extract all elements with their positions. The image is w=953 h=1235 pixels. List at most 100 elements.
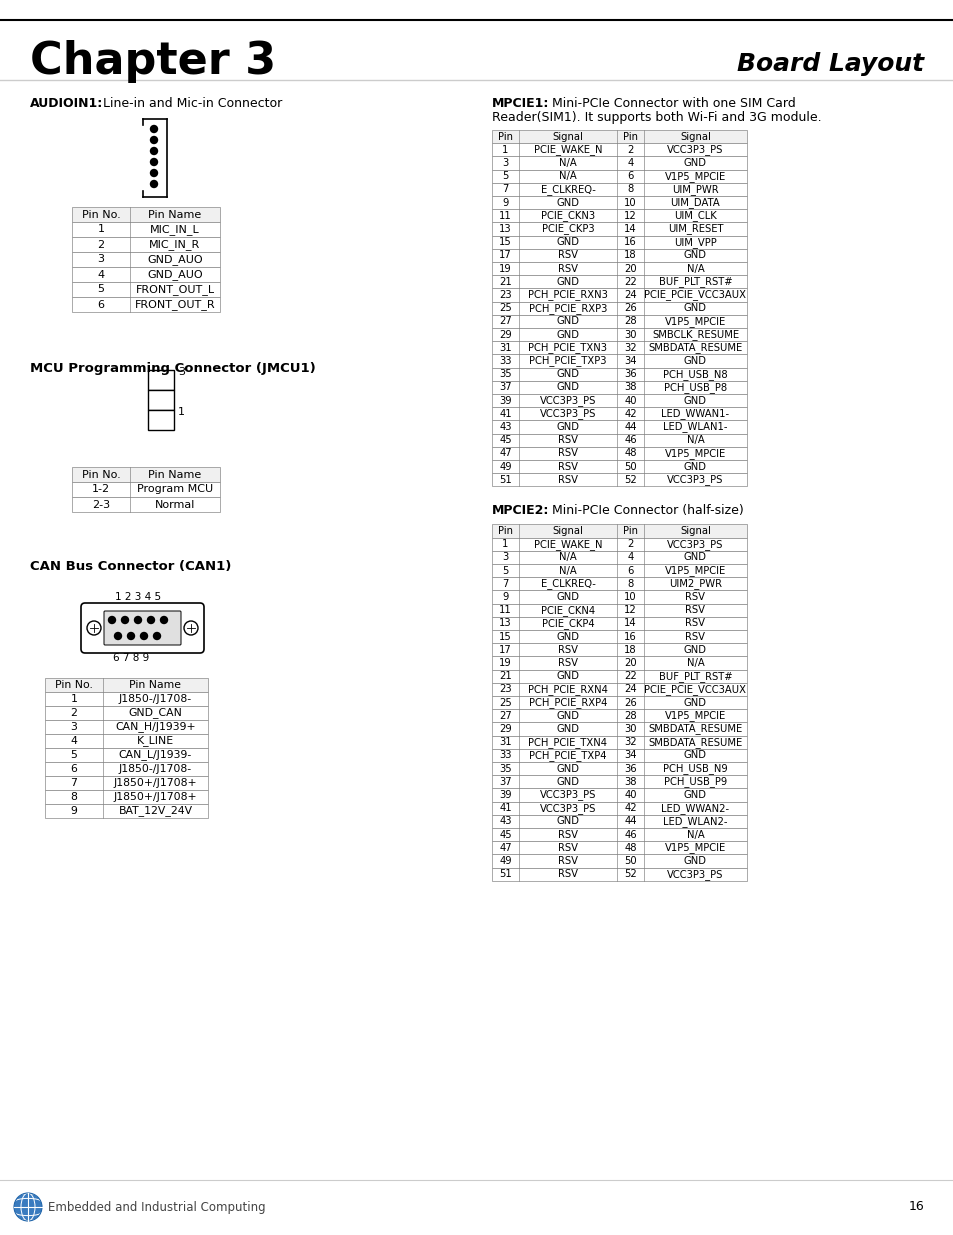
Text: 50: 50 bbox=[623, 856, 637, 866]
Text: GND: GND bbox=[683, 356, 706, 366]
Text: GND: GND bbox=[683, 790, 706, 800]
Bar bbox=[492, 683, 746, 697]
Text: GND: GND bbox=[556, 592, 578, 601]
Text: 23: 23 bbox=[498, 684, 511, 694]
Bar bbox=[492, 669, 746, 683]
Text: Pin: Pin bbox=[497, 526, 513, 536]
Text: PCH_PCIE_TXP4: PCH_PCIE_TXP4 bbox=[529, 750, 606, 761]
Text: Pin No.: Pin No. bbox=[82, 210, 120, 220]
Text: 3: 3 bbox=[502, 552, 508, 562]
Bar bbox=[492, 841, 746, 855]
Text: PCH_PCIE_TXN4: PCH_PCIE_TXN4 bbox=[528, 737, 607, 747]
Text: MCU Programming Connector (JMCU1): MCU Programming Connector (JMCU1) bbox=[30, 362, 315, 375]
Text: SMBDATA_RESUME: SMBDATA_RESUME bbox=[648, 342, 741, 353]
Text: 9: 9 bbox=[71, 806, 77, 816]
Text: GND: GND bbox=[556, 816, 578, 826]
Text: AUDIOIN1:: AUDIOIN1: bbox=[30, 98, 103, 110]
Text: GND_AUO: GND_AUO bbox=[147, 269, 203, 280]
Text: MIC_IN_L: MIC_IN_L bbox=[150, 224, 200, 235]
Bar bbox=[71, 252, 220, 267]
Text: UIM_CLK: UIM_CLK bbox=[674, 210, 716, 221]
Text: UIM_DATA: UIM_DATA bbox=[670, 198, 720, 207]
Text: VCC3P3_PS: VCC3P3_PS bbox=[539, 395, 596, 406]
Text: UIM_PWR: UIM_PWR bbox=[672, 184, 718, 195]
Bar bbox=[45, 734, 208, 748]
Circle shape bbox=[160, 616, 168, 624]
Text: LED_WLAN2-: LED_WLAN2- bbox=[662, 816, 727, 827]
Text: PCH_USB_N9: PCH_USB_N9 bbox=[662, 763, 727, 774]
Bar bbox=[492, 868, 746, 881]
Bar bbox=[492, 394, 746, 408]
Text: 11: 11 bbox=[498, 211, 512, 221]
Text: 33: 33 bbox=[498, 356, 511, 366]
Bar bbox=[45, 692, 208, 706]
Text: N/A: N/A bbox=[558, 158, 577, 168]
Circle shape bbox=[184, 621, 198, 635]
Text: 7: 7 bbox=[502, 579, 508, 589]
Text: J1850-/J1708-: J1850-/J1708- bbox=[119, 764, 192, 774]
Text: 16: 16 bbox=[623, 631, 637, 642]
Text: PCH_PCIE_RXP4: PCH_PCIE_RXP4 bbox=[528, 697, 606, 708]
Text: E_CLKREQ-: E_CLKREQ- bbox=[540, 184, 595, 195]
Text: 6: 6 bbox=[97, 300, 105, 310]
Text: RSV: RSV bbox=[558, 869, 578, 879]
Text: GND_AUO: GND_AUO bbox=[147, 254, 203, 266]
Text: 40: 40 bbox=[623, 790, 636, 800]
Text: GND: GND bbox=[683, 698, 706, 708]
Text: 34: 34 bbox=[623, 356, 636, 366]
Text: 40: 40 bbox=[623, 395, 636, 405]
Bar bbox=[492, 855, 746, 868]
Text: 28: 28 bbox=[623, 316, 637, 326]
Text: RSV: RSV bbox=[558, 474, 578, 485]
Bar bbox=[492, 420, 746, 433]
Text: N/A: N/A bbox=[558, 552, 577, 562]
Circle shape bbox=[151, 126, 157, 132]
Bar bbox=[71, 296, 220, 312]
Text: 46: 46 bbox=[623, 435, 637, 445]
Bar bbox=[148, 390, 173, 410]
Text: 32: 32 bbox=[623, 737, 637, 747]
Bar bbox=[45, 706, 208, 720]
Text: PCIE_CKP4: PCIE_CKP4 bbox=[541, 618, 594, 629]
Text: GND: GND bbox=[683, 645, 706, 655]
Circle shape bbox=[109, 616, 115, 624]
Text: 5: 5 bbox=[502, 566, 508, 576]
Text: PCIE_CKN4: PCIE_CKN4 bbox=[540, 605, 595, 616]
Text: 48: 48 bbox=[623, 842, 636, 853]
Text: 24: 24 bbox=[623, 684, 637, 694]
Text: GND: GND bbox=[556, 763, 578, 773]
Text: N/A: N/A bbox=[558, 172, 577, 182]
Bar bbox=[492, 643, 746, 656]
Bar bbox=[492, 157, 746, 169]
Text: PCH_USB_N8: PCH_USB_N8 bbox=[662, 369, 727, 379]
Text: 5: 5 bbox=[97, 284, 105, 294]
Circle shape bbox=[87, 621, 101, 635]
Text: VCC3P3_PS: VCC3P3_PS bbox=[666, 474, 723, 485]
Text: RSV: RSV bbox=[558, 263, 578, 274]
Text: 47: 47 bbox=[498, 448, 511, 458]
Text: V1P5_MPCIE: V1P5_MPCIE bbox=[664, 170, 725, 182]
Text: GND: GND bbox=[683, 304, 706, 314]
Text: 1 2 3 4 5: 1 2 3 4 5 bbox=[115, 592, 161, 601]
Text: N/A: N/A bbox=[686, 658, 703, 668]
Text: GND: GND bbox=[556, 671, 578, 682]
Bar bbox=[492, 183, 746, 196]
Text: MIC_IN_R: MIC_IN_R bbox=[150, 240, 200, 249]
Text: 26: 26 bbox=[623, 698, 637, 708]
Bar bbox=[492, 130, 746, 143]
Text: 13: 13 bbox=[498, 224, 511, 233]
Text: 1: 1 bbox=[502, 540, 508, 550]
Text: GND: GND bbox=[683, 552, 706, 562]
Text: 9: 9 bbox=[502, 592, 508, 601]
Text: 6 7 8 9: 6 7 8 9 bbox=[112, 653, 149, 663]
Bar bbox=[71, 282, 220, 296]
Text: PCH_PCIE_TXP3: PCH_PCIE_TXP3 bbox=[529, 356, 606, 367]
Text: GND: GND bbox=[556, 198, 578, 207]
Text: 44: 44 bbox=[623, 816, 636, 826]
Text: N/A: N/A bbox=[686, 263, 703, 274]
Text: 3: 3 bbox=[502, 158, 508, 168]
Text: V1P5_MPCIE: V1P5_MPCIE bbox=[664, 710, 725, 721]
Text: PCH_PCIE_RXN4: PCH_PCIE_RXN4 bbox=[528, 684, 607, 695]
Bar bbox=[492, 590, 746, 604]
Text: 29: 29 bbox=[498, 724, 512, 734]
